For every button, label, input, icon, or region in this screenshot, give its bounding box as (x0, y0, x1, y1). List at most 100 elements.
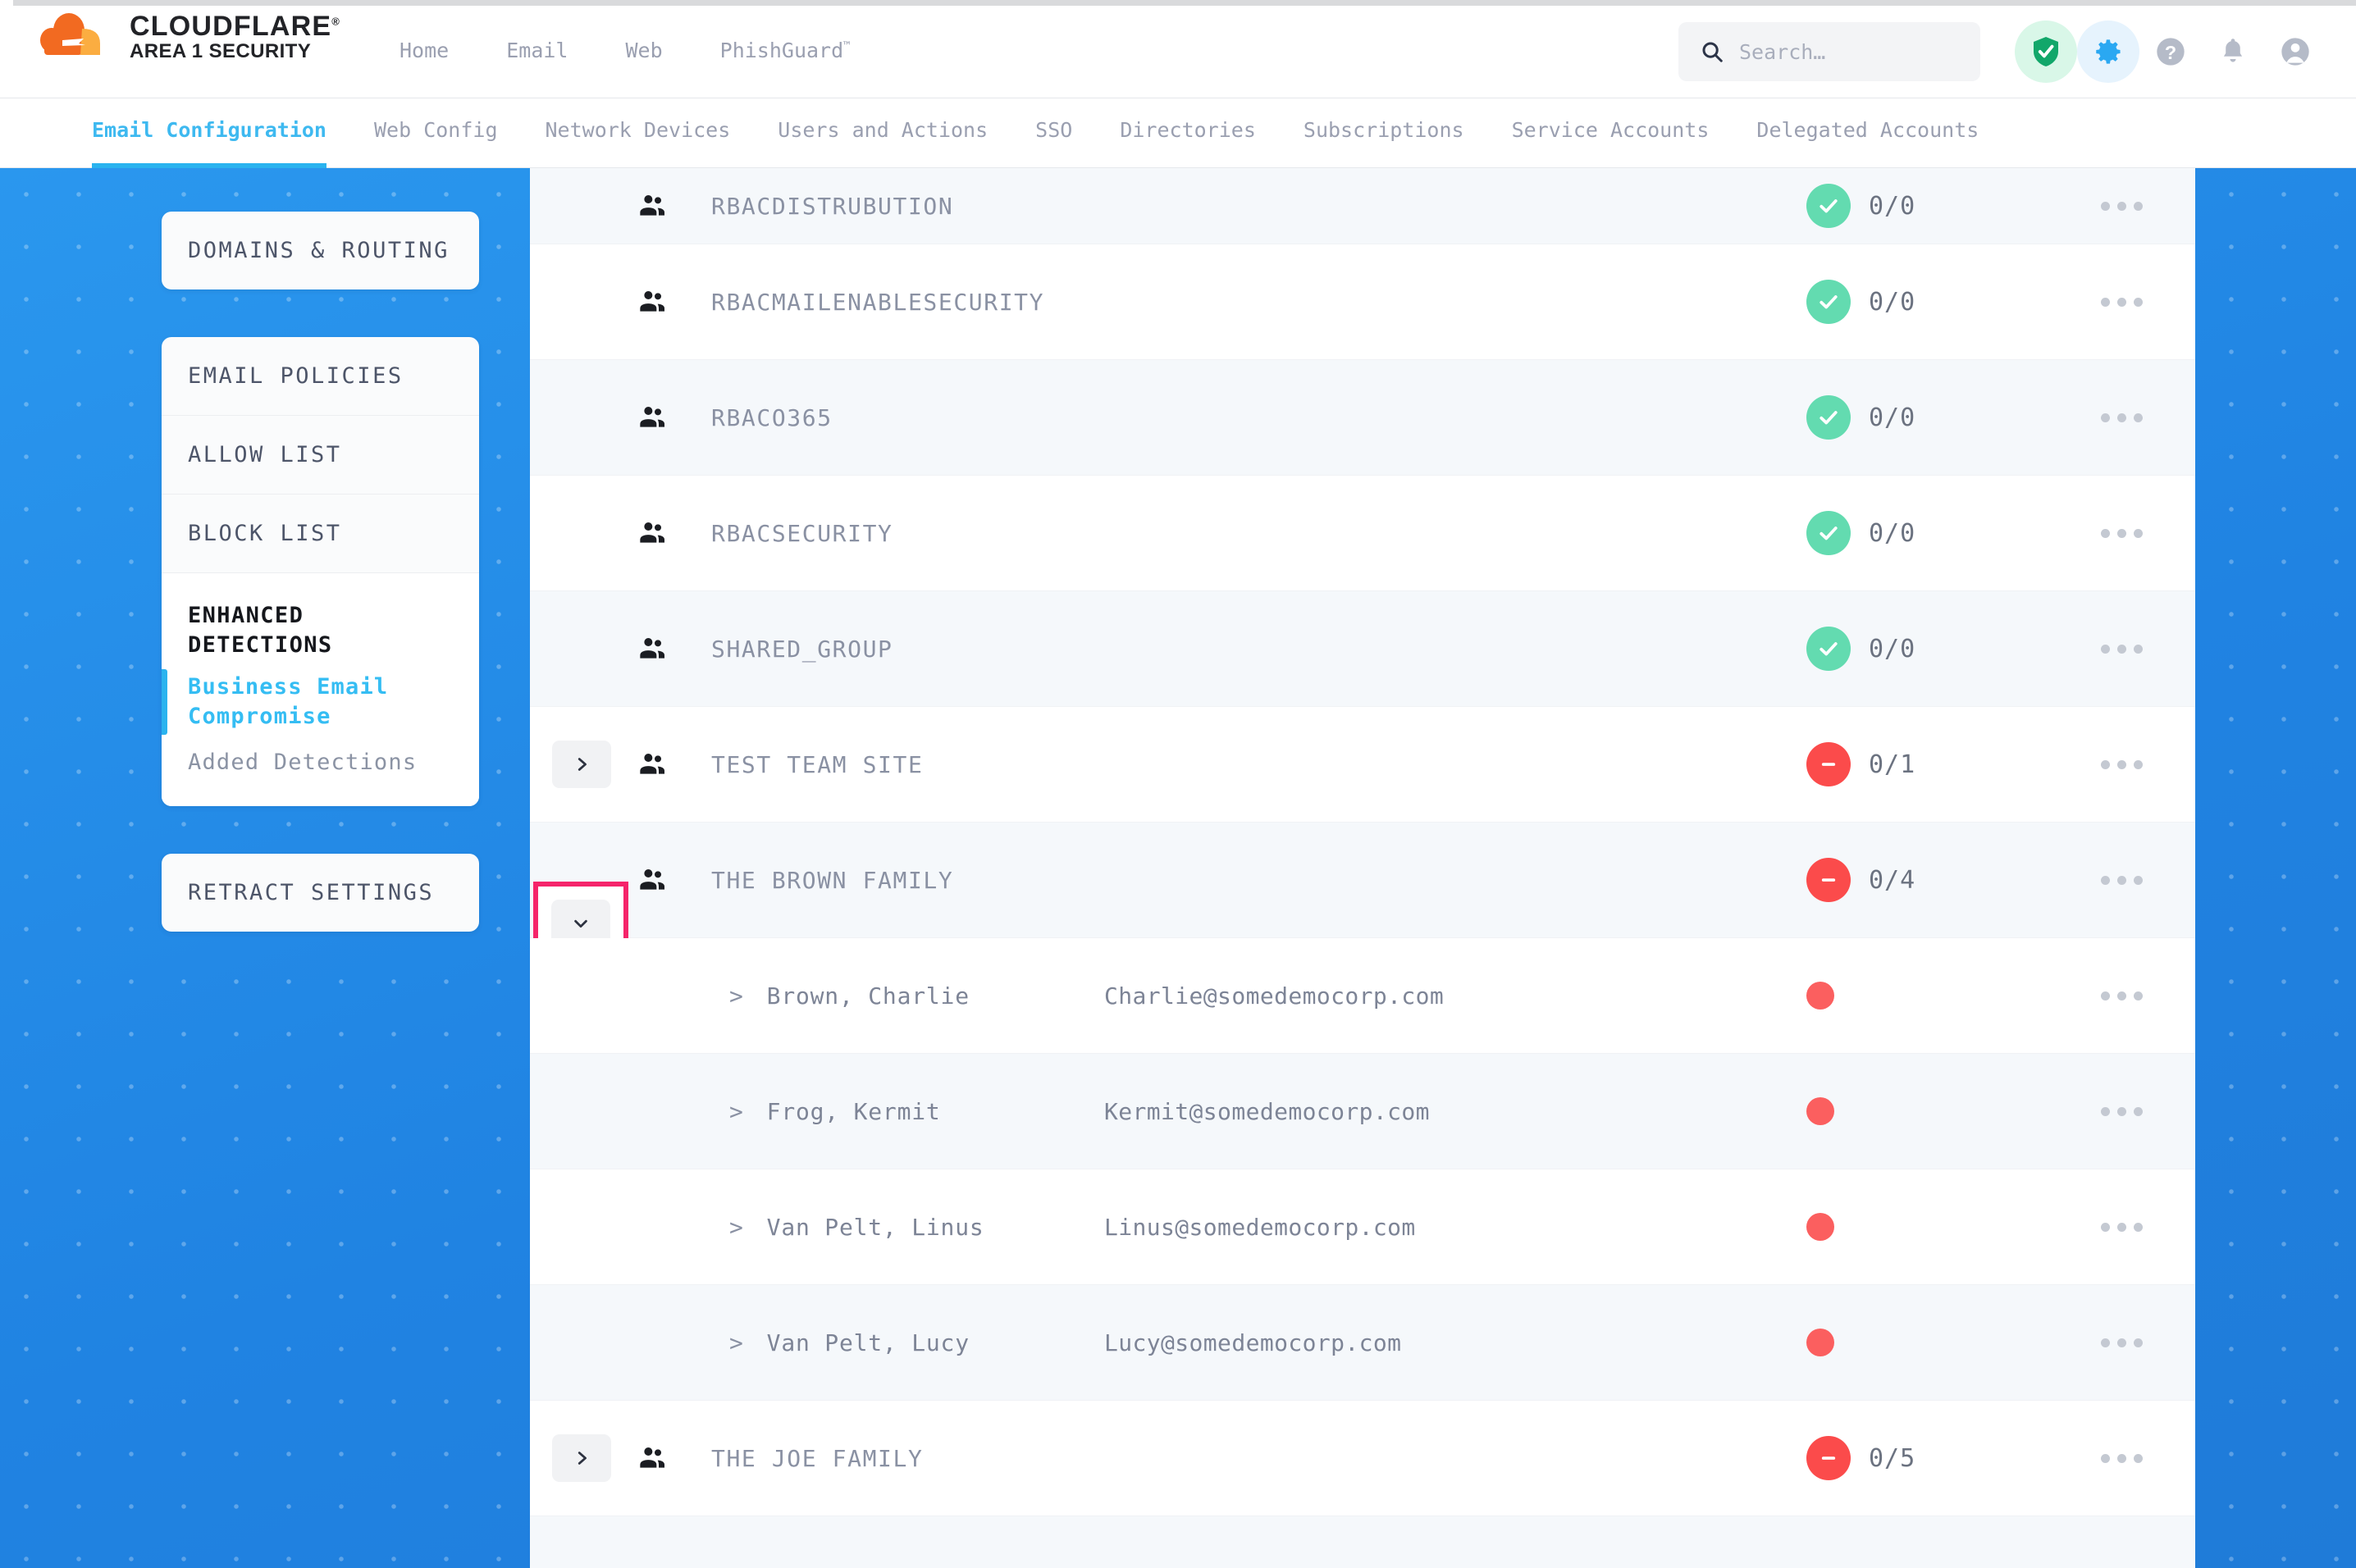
three-dots-icon (2100, 875, 2143, 885)
status-count: 0/5 (1869, 1443, 1916, 1473)
table-row[interactable]: RBACMAILENABLESECURITY 0/0 (530, 244, 2195, 360)
sidebar-item-domains-routing[interactable]: DOMAINS & ROUTING (188, 238, 450, 263)
minus-circle-icon (1806, 742, 1851, 786)
three-dots-icon (2100, 1338, 2143, 1347)
table-row[interactable]: RBACO365 0/0 (530, 360, 2195, 476)
sidebar-item-added-detections[interactable]: Added Detections (188, 749, 418, 775)
nav-item-phishguard[interactable]: PhishGuard™ (719, 39, 851, 62)
expand-row-button[interactable] (552, 1434, 611, 1482)
tab-delegated-accounts[interactable]: Delegated Accounts (1756, 118, 1979, 142)
help-button[interactable]: ? (2139, 21, 2202, 83)
table-row[interactable]: RBACSECURITY 0/0 (530, 476, 2195, 591)
row-menu-button[interactable] (2048, 413, 2195, 422)
check-circle-icon (1806, 280, 1851, 324)
tab-subscriptions[interactable]: Subscriptions (1303, 118, 1464, 142)
member-name-cell[interactable]: > Brown, Charlie (530, 982, 1039, 1010)
table-row[interactable]: TEST TEAM SITE 0/1 (530, 707, 2195, 823)
group-people-icon (637, 864, 691, 896)
status-count: 0/0 (1869, 518, 1916, 548)
minus-circle-icon (1806, 1436, 1851, 1480)
three-dots-icon (2100, 201, 2143, 211)
member-email: Kermit@somedemocorp.com (1104, 1097, 1430, 1125)
sidebar-section-enhanced-detections: ENHANCED DETECTIONS (162, 573, 479, 665)
expander-cell (530, 1434, 633, 1482)
row-menu-button[interactable] (2048, 1338, 2195, 1347)
sidebar-item-retract-settings[interactable]: RETRACT SETTINGS (188, 880, 435, 906)
table-row[interactable]: THE BROWN FAMILY 0/4 (530, 823, 2195, 965)
three-dots-icon (2100, 1453, 2143, 1463)
tab-email-configuration[interactable]: Email Configuration (92, 98, 326, 168)
tab-users-and-actions[interactable]: Users and Actions (778, 118, 989, 142)
group-name: THE BROWN FAMILY (711, 866, 954, 894)
three-dots-icon (2100, 759, 2143, 769)
sidebar-item-email-policies[interactable]: EMAIL POLICIES (162, 337, 479, 416)
row-menu-button[interactable] (2048, 201, 2195, 211)
settings-button[interactable] (2077, 21, 2139, 83)
row-menu-button[interactable] (2048, 1106, 2195, 1116)
bell-icon (2223, 39, 2243, 62)
table-row[interactable]: RBACDISTRUBUTION 0/0 (530, 168, 2195, 244)
row-menu-button[interactable] (2048, 1222, 2195, 1232)
tab-web-config[interactable]: Web Config (373, 118, 498, 142)
chevron-right-icon (578, 1452, 587, 1465)
group-name: RBACSECURITY (711, 519, 893, 547)
search-input[interactable] (1739, 39, 1959, 64)
search-box[interactable] (1678, 22, 1980, 81)
member-name-cell[interactable]: > Van Pelt, Linus (530, 1214, 1039, 1241)
expand-row-button[interactable] (552, 741, 611, 788)
table-row[interactable]: THE JOE FAMILY 0/5 (530, 1401, 2195, 1516)
group-name: RBACMAILENABLESECURITY (711, 288, 1045, 316)
status-dot-icon (1806, 1097, 1834, 1125)
minus-circle-icon (1806, 858, 1851, 902)
table-row[interactable] (530, 1516, 2195, 1568)
shield-check-status-button[interactable] (2015, 21, 2077, 83)
three-dots-icon (2100, 644, 2143, 654)
nav-item-web[interactable]: Web (625, 39, 663, 62)
tab-sso[interactable]: SSO (1035, 118, 1073, 142)
table-row[interactable]: SHARED_GROUP 0/0 (530, 591, 2195, 707)
tab-service-accounts[interactable]: Service Accounts (1511, 118, 1710, 142)
groups-table: RBACDISTRUBUTION 0/0 RBACMAILENABLESECUR… (530, 168, 2195, 1568)
row-menu-button[interactable] (2048, 644, 2195, 654)
group-name: TEST TEAM SITE (711, 750, 924, 778)
three-dots-icon (2100, 1106, 2143, 1116)
sidebar-item-block-list[interactable]: BLOCK LIST (162, 495, 479, 573)
list-item[interactable]: > Brown, Charlie Charlie@somedemocorp.co… (530, 938, 2195, 1054)
status-badge (1801, 1097, 2048, 1125)
status-count: 0/0 (1869, 191, 1916, 221)
row-menu-button[interactable] (2048, 528, 2195, 538)
user-account-button[interactable] (2264, 21, 2326, 83)
brand-logo[interactable]: CLOUDFLARE® AREA 1 SECURITY (38, 12, 340, 62)
group-people-icon (637, 1442, 691, 1475)
notifications-button[interactable] (2202, 21, 2264, 83)
nav-item-email[interactable]: Email (506, 39, 568, 62)
group-people-icon (637, 517, 691, 549)
row-menu-button[interactable] (2048, 991, 2195, 1001)
sidebar-item-allow-list[interactable]: ALLOW LIST (162, 416, 479, 495)
phishguard-trademark: ™ (843, 39, 851, 53)
row-menu-button[interactable] (2048, 1453, 2195, 1463)
status-dot-icon (1806, 982, 1834, 1010)
page-body: DOMAINS & ROUTING EMAIL POLICIES ALLOW L… (0, 168, 2356, 1568)
row-menu-button[interactable] (2048, 875, 2195, 885)
row-menu-button[interactable] (2048, 759, 2195, 769)
member-name-cell[interactable]: > Frog, Kermit (530, 1098, 1039, 1125)
sidebar-card-policies: EMAIL POLICIES ALLOW LIST BLOCK LIST ENH… (162, 337, 479, 807)
list-item[interactable]: > Van Pelt, Linus Linus@somedemocorp.com (530, 1169, 2195, 1285)
status-badge: 0/0 (1801, 280, 2048, 324)
status-badge: 0/0 (1801, 184, 2048, 228)
tab-network-devices[interactable]: Network Devices (545, 118, 731, 142)
row-menu-button[interactable] (2048, 297, 2195, 307)
list-item[interactable]: > Frog, Kermit Kermit@somedemocorp.com (530, 1054, 2195, 1169)
tab-directories[interactable]: Directories (1120, 118, 1256, 142)
nav-item-home[interactable]: Home (400, 39, 450, 62)
sidebar-card-domains: DOMAINS & ROUTING (162, 212, 479, 289)
status-badge: 0/1 (1801, 742, 2048, 786)
list-item[interactable]: > Van Pelt, Lucy Lucy@somedemocorp.com (530, 1285, 2195, 1401)
member-name: Brown, Charlie (766, 982, 970, 1010)
brand-name: CLOUDFLARE® (130, 11, 340, 42)
three-dots-icon (2100, 297, 2143, 307)
sidebar-item-business-email-compromise[interactable]: Business Email Compromise (162, 664, 479, 739)
browser-chrome-strip (0, 0, 2356, 6)
member-name-cell[interactable]: > Van Pelt, Lucy (530, 1329, 1039, 1356)
